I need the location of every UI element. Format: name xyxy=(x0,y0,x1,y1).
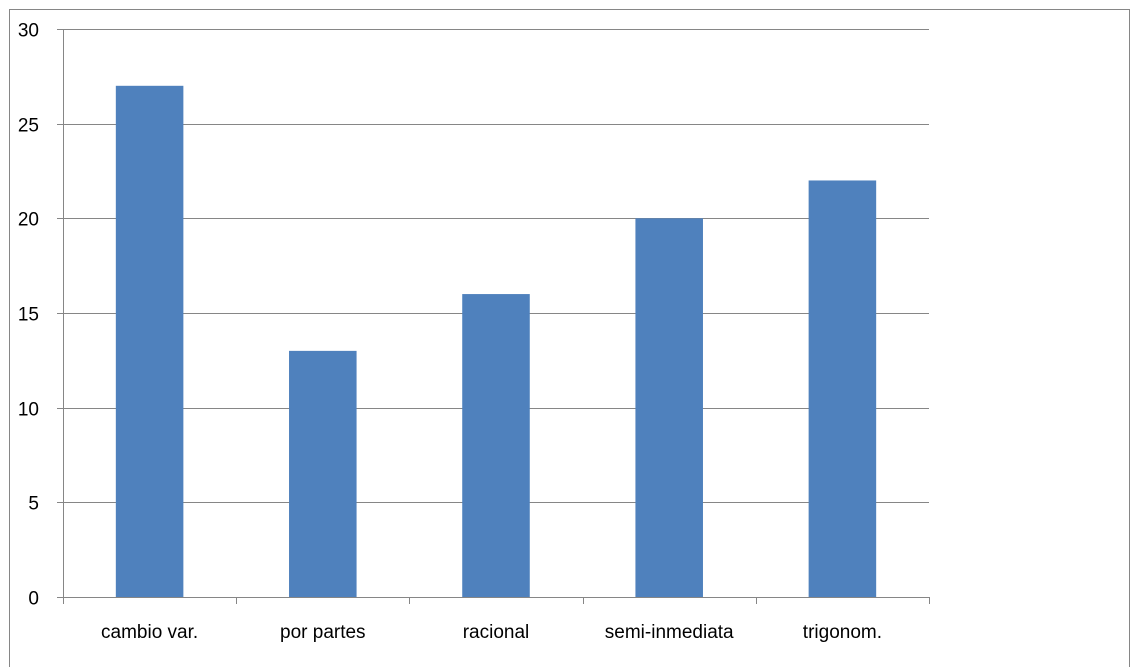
x-tick-labels: cambio var. por partes racional semi-inmedi… xyxy=(101,622,882,643)
y-tick-label: 20 xyxy=(18,210,39,231)
bar xyxy=(289,350,357,597)
x-tick-label: por partes xyxy=(280,622,366,643)
bar xyxy=(635,218,703,598)
bar xyxy=(462,294,530,597)
y-tick-label: 10 xyxy=(18,400,39,421)
bars xyxy=(115,85,877,598)
x-tick-label: trigonom. xyxy=(803,622,882,643)
y-tick-label: 5 xyxy=(28,494,39,515)
y-tick-labels: 0 5 10 15 20 25 30 xyxy=(18,21,39,610)
x-tick-label: cambio var. xyxy=(101,622,198,643)
x-tick-label: racional xyxy=(463,622,530,643)
y-tick-label: 0 xyxy=(28,589,39,610)
bar xyxy=(808,180,877,597)
axes xyxy=(57,29,930,604)
y-tick-label: 25 xyxy=(18,116,39,137)
x-tick-label: semi-inmediata xyxy=(605,622,734,643)
y-tick-label: 30 xyxy=(18,21,39,42)
y-tick-label: 15 xyxy=(18,305,39,326)
bar xyxy=(115,85,184,598)
